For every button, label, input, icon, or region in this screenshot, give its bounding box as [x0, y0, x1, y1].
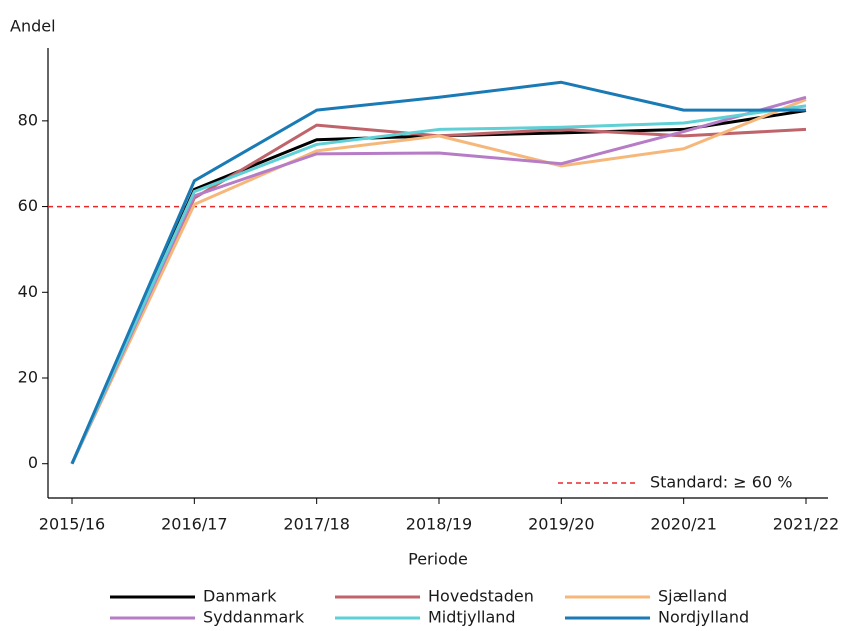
legend-label: Hovedstaden [428, 587, 534, 606]
legend-label: Danmark [203, 587, 277, 606]
legend-label: Syddanmark [203, 608, 305, 627]
series-line [70, 104, 807, 465]
x-tick-label: 2016/17 [161, 515, 227, 534]
legend-label: Midtjylland [428, 608, 516, 627]
x-tick-label: 2019/20 [528, 515, 594, 534]
x-tick-label: 2021/22 [773, 515, 839, 534]
y-tick-label: 0 [28, 453, 38, 472]
series-line [70, 109, 807, 465]
series-line [70, 95, 807, 465]
series-line [70, 80, 806, 465]
y-tick-label: 60 [18, 196, 38, 215]
y-tick-label: 80 [18, 110, 38, 129]
reference-legend-label: Standard: ≥ 60 % [650, 473, 792, 492]
x-tick-label: 2020/21 [650, 515, 716, 534]
x-tick-label: 2018/19 [406, 515, 472, 534]
series-line [70, 123, 807, 465]
legend-label: Nordjylland [658, 608, 749, 627]
x-tick-label: 2017/18 [283, 515, 349, 534]
y-axis-label: Andel [10, 17, 56, 36]
x-tick-label: 2015/16 [39, 515, 105, 534]
y-tick-label: 40 [18, 282, 38, 301]
x-axis-label: Periode [408, 550, 468, 569]
y-tick-label: 20 [18, 368, 38, 387]
series-line [70, 98, 807, 465]
legend-label: Sjælland [658, 587, 727, 606]
